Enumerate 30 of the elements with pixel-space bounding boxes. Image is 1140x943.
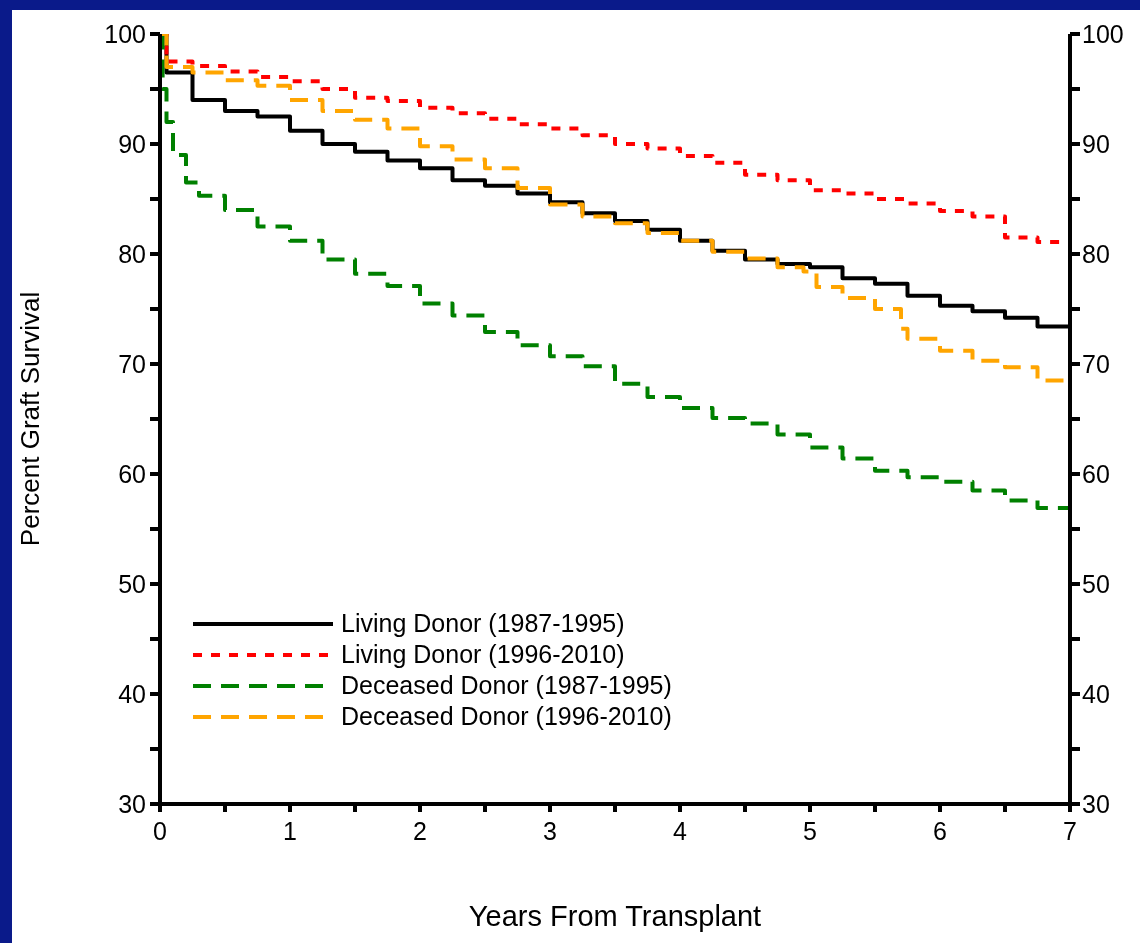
y2-tick-label: 50 — [1082, 569, 1110, 598]
y2-tick-label: 80 — [1082, 239, 1110, 268]
x-axis-title: Years From Transplant — [468, 900, 762, 932]
y2-tick-label: 30 — [1082, 789, 1110, 818]
y-tick-label: 50 — [118, 569, 146, 598]
x-tick-label: 0 — [153, 816, 167, 845]
y2-tick-label: 60 — [1082, 459, 1110, 488]
y-tick-label: 100 — [104, 19, 146, 48]
x-tick-label: 5 — [803, 816, 817, 845]
legend-label: Deceased Donor (1987-1995) — [341, 671, 672, 700]
y2-tick-label: 90 — [1082, 129, 1110, 158]
legend-label: Living Donor (1987-1995) — [341, 609, 625, 638]
x-tick-label: 2 — [413, 816, 427, 845]
y-tick-label: 90 — [118, 129, 146, 158]
legend-label: Living Donor (1996-2010) — [341, 640, 625, 669]
y2-tick-label: 40 — [1082, 679, 1110, 708]
y-axis-title: Percent Graft Survival — [15, 291, 46, 547]
x-tick-label: 3 — [543, 816, 557, 845]
x-tick-label: 7 — [1063, 816, 1077, 845]
x-tick-label: 1 — [283, 816, 297, 845]
y-tick-label: 70 — [118, 349, 146, 378]
y-tick-label: 40 — [118, 679, 146, 708]
x-tick-label: 4 — [673, 816, 688, 845]
y2-tick-label: 70 — [1082, 349, 1110, 378]
x-tick-label: 6 — [933, 816, 947, 845]
legend-label: Deceased Donor (1996-2010) — [341, 702, 672, 731]
y-tick-label: 30 — [118, 789, 146, 818]
y-tick-label: 60 — [118, 459, 146, 488]
y2-tick-label: 100 — [1082, 19, 1124, 48]
y-tick-label: 80 — [118, 239, 146, 268]
